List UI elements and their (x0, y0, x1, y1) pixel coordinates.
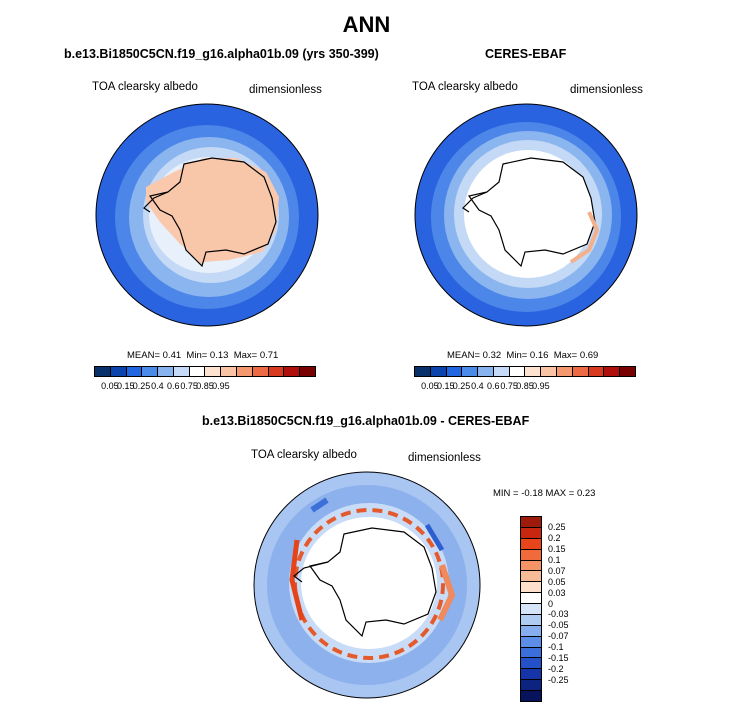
colorbar-swatch (521, 593, 541, 604)
colorbar-swatch (521, 669, 541, 681)
colorbar-swatch (604, 367, 621, 376)
colorbar-tick-label: 0.25 (548, 521, 566, 532)
colorbar-swatch (430, 367, 447, 376)
colorbar-swatch (521, 680, 541, 691)
colorbar-tick-label: 0.05 (421, 381, 439, 391)
colorbar-tick-label: -0.2 (548, 664, 564, 675)
model-stats: MEAN= 0.41 Min= 0.13 Max= 0.71 (127, 350, 279, 361)
colorbar-tick-label: 0.05 (548, 576, 566, 587)
diff-panel-title: b.e13.Bi1850C5CN.f19_g16.alpha01b.09 - C… (202, 414, 530, 428)
colorbar-tick-label: 0.15 (548, 543, 566, 554)
diff-polar-map (253, 471, 481, 699)
colorbar-swatch (509, 367, 526, 376)
colorbar-swatch (521, 549, 541, 561)
colorbar-tick-label: -0.25 (548, 675, 569, 686)
colorbar-tick-label: 0.85 (516, 381, 534, 391)
colorbar-swatch (284, 367, 301, 376)
obs-stats: MEAN= 0.32 Min= 0.16 Max= 0.69 (447, 350, 599, 361)
colorbar-swatch (521, 604, 541, 615)
colorbar-tick-label: 0.07 (548, 565, 566, 576)
colorbar-swatch (446, 367, 463, 376)
colorbar-swatch (142, 367, 159, 376)
colorbar-tick-label: 0.4 (151, 381, 164, 391)
colorbar-swatch (478, 367, 494, 376)
colorbar-tick-label: -0.15 (548, 653, 569, 664)
colorbar-swatch (521, 625, 541, 637)
colorbar-swatch (521, 647, 541, 659)
colorbar-swatch (110, 367, 127, 376)
colorbar-swatch (521, 658, 541, 670)
colorbar-swatch (252, 367, 269, 376)
colorbar-swatch (521, 614, 541, 626)
colorbar-swatch (173, 367, 190, 376)
obs-units-label: dimensionless (570, 84, 643, 96)
model-panel-title: b.e13.Bi1850C5CN.f19_g16.alpha01b.09 (yr… (64, 47, 379, 61)
colorbar-tick-label: 0.4 (471, 381, 484, 391)
colorbar-tick-label: -0.07 (548, 631, 569, 642)
colorbar-swatch (521, 538, 541, 550)
colorbar-swatch (620, 367, 635, 376)
colorbar-tick-label: 0.6 (487, 381, 500, 391)
diff-units-label: dimensionless (408, 452, 481, 464)
colorbar-swatch (268, 367, 285, 376)
colorbar-swatch (237, 367, 253, 376)
colorbar-tick-label: 0.25 (132, 381, 151, 391)
obs-panel-title: CERES-EBAF (485, 47, 567, 61)
colorbar-tick-label: 0.15 (116, 381, 135, 391)
colorbar-swatch (205, 367, 222, 376)
colorbar-swatch (158, 367, 174, 376)
colorbar-swatch (521, 571, 541, 583)
model-polar-map (95, 103, 319, 327)
colorbar-tick-label: 0.15 (436, 381, 455, 391)
colorbar-tick-label: -0.1 (548, 642, 564, 653)
colorbar-swatch (588, 367, 605, 376)
colorbar-tick-label: 0.25 (452, 381, 471, 391)
diff-stats: MIN = -0.18 MAX = 0.23 (493, 488, 596, 499)
colorbar-swatch (541, 367, 558, 376)
colorbar-tick-label: 0.03 (548, 587, 566, 598)
colorbar-tick-label: 0.1 (548, 554, 561, 565)
colorbar-swatch (525, 367, 542, 376)
colorbar-tick-label: 0.95 (212, 381, 230, 391)
colorbar-tick-label: 0.6 (167, 381, 180, 391)
colorbar-swatch (521, 636, 541, 648)
diff-variable-label: TOA clearsky albedo (251, 449, 357, 461)
diff-colorbar (520, 516, 542, 702)
colorbar-tick-label: 0.95 (532, 381, 550, 391)
colorbar-tick-label: 0.05 (101, 381, 119, 391)
colorbar-swatch (126, 367, 143, 376)
colorbar-swatch (521, 691, 541, 701)
colorbar-tick-label: -0.03 (548, 609, 569, 620)
colorbar-swatch (572, 367, 589, 376)
obs-polar-map (414, 103, 638, 327)
colorbar-swatch (462, 367, 479, 376)
model-units-label: dimensionless (249, 84, 322, 96)
model-variable-label: TOA clearsky albedo (92, 81, 198, 93)
colorbar-tick-label: 0.75 (500, 381, 518, 391)
colorbar-swatch (521, 560, 541, 572)
colorbar-swatch (557, 367, 573, 376)
colorbar-swatch (189, 367, 206, 376)
obs-colorbar (414, 366, 636, 377)
colorbar-swatch (300, 367, 315, 376)
colorbar-swatch (521, 527, 541, 539)
colorbar-tick-label: 0.75 (180, 381, 198, 391)
colorbar-swatch (221, 367, 238, 376)
colorbar-swatch (415, 367, 431, 376)
colorbar-swatch (493, 367, 510, 376)
colorbar-swatch (521, 517, 541, 528)
model-colorbar (94, 366, 316, 377)
colorbar-swatch (521, 582, 541, 594)
colorbar-swatch (95, 367, 111, 376)
colorbar-tick-label: 0 (548, 598, 554, 609)
colorbar-tick-label: 0.2 (548, 532, 561, 543)
colorbar-tick-label: -0.05 (548, 620, 569, 631)
figure-title: ANN (342, 12, 391, 37)
colorbar-tick-label: 0.85 (196, 381, 214, 391)
obs-variable-label: TOA clearsky albedo (412, 81, 518, 93)
